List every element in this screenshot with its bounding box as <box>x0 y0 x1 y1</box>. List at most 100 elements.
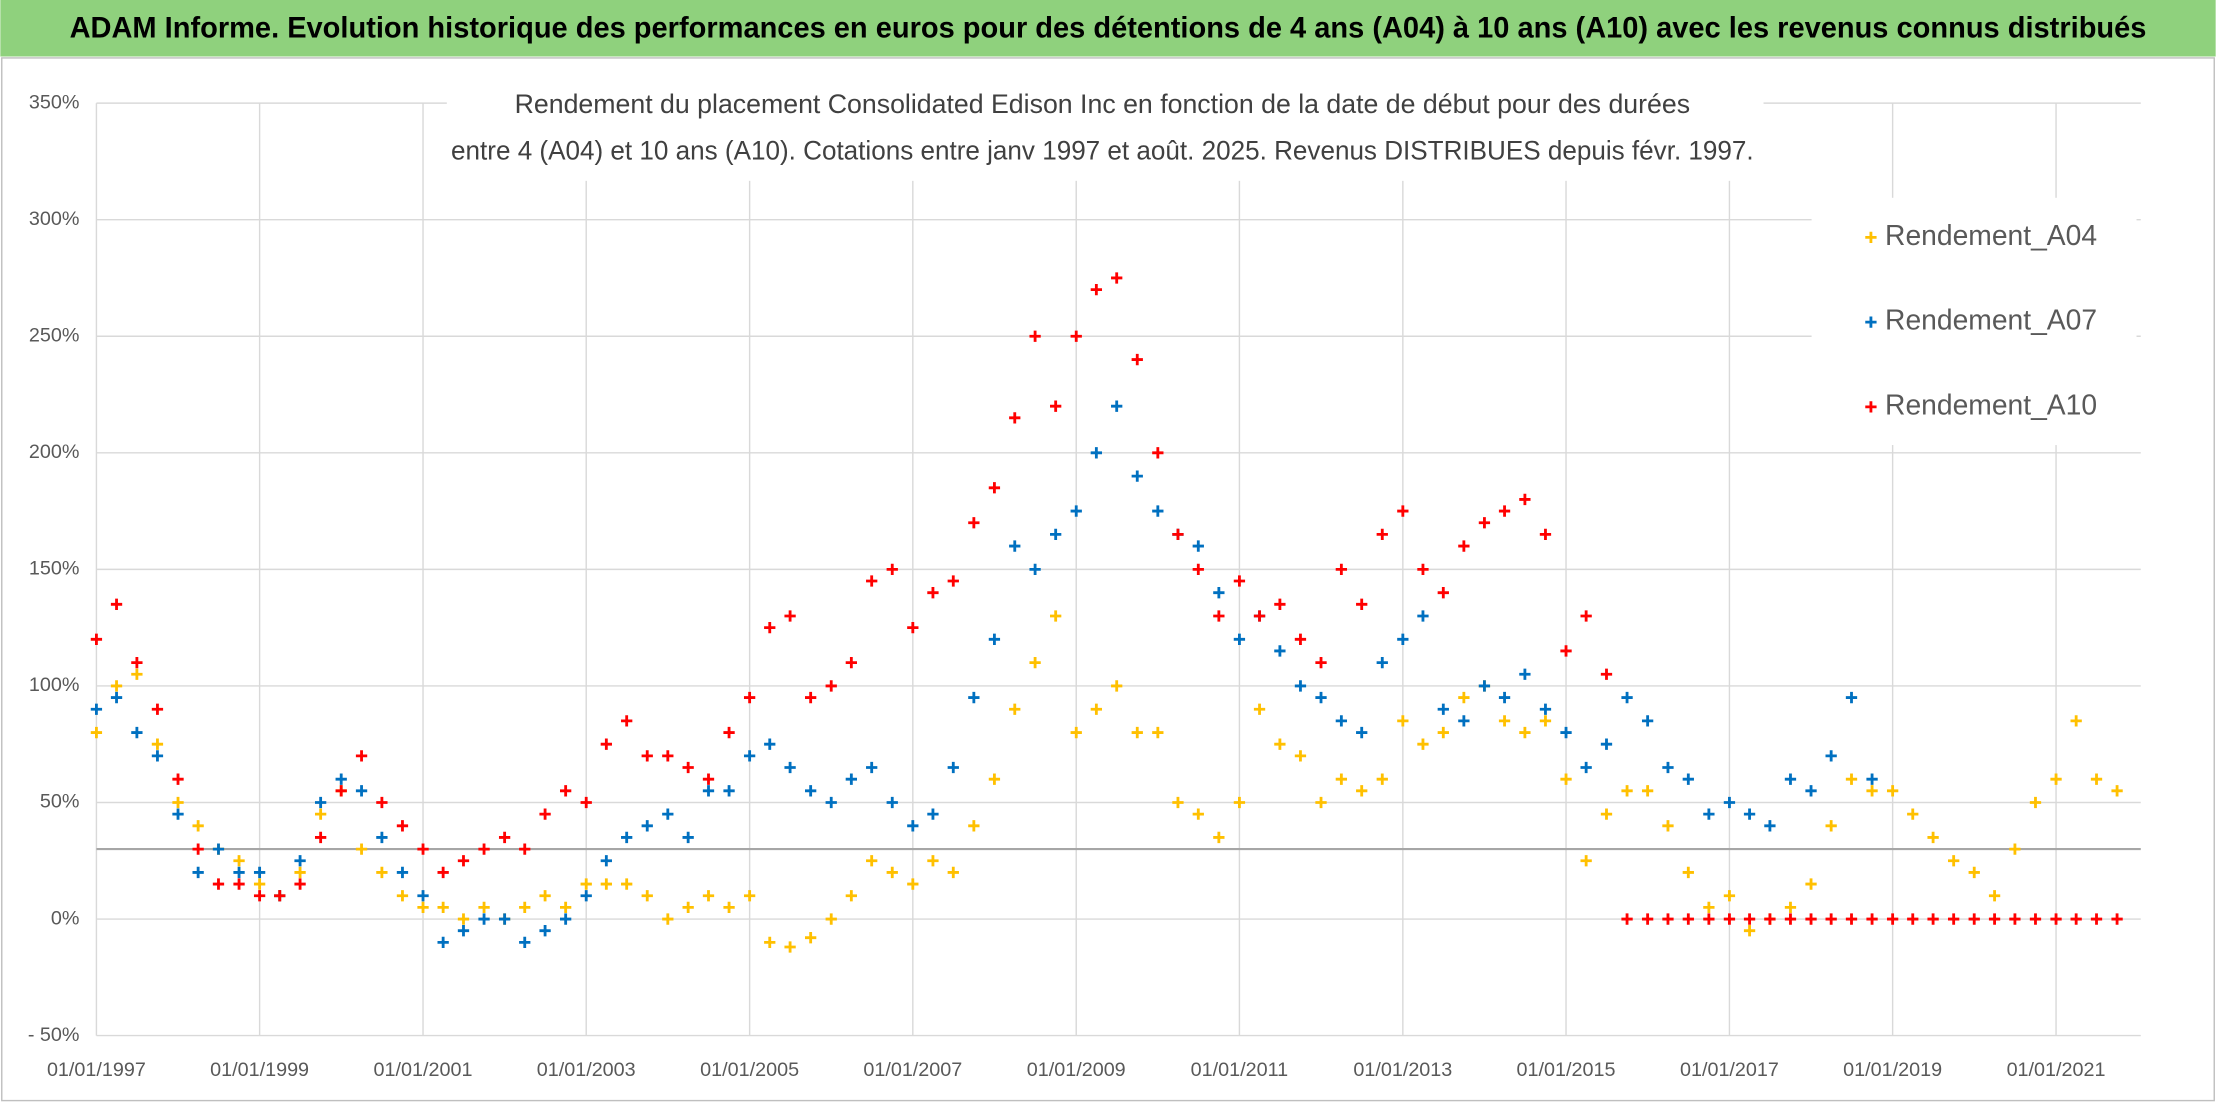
scatter-point <box>1335 773 1348 785</box>
scatter-point <box>2070 715 2082 727</box>
scatter-point <box>396 866 409 879</box>
scatter-point <box>559 913 572 925</box>
scatter-point <box>2029 796 2042 809</box>
scatter-point <box>662 750 674 762</box>
scatter-point <box>1458 540 1470 552</box>
scatter-point <box>1294 750 1307 762</box>
scatter-point <box>1825 820 1837 832</box>
scatter-point <box>314 831 327 844</box>
scatter-point <box>294 866 306 879</box>
scatter-point <box>764 738 776 750</box>
scatter-point <box>600 855 612 867</box>
scatter-point <box>1315 656 1327 669</box>
scatter-point <box>1560 773 1572 785</box>
scatter-point <box>1131 470 1143 482</box>
scatter-point <box>437 936 449 949</box>
scatter-point <box>478 901 490 914</box>
scatter-point <box>1948 913 1960 925</box>
scatter-point <box>1519 668 1531 680</box>
scatter-point <box>1560 726 1572 739</box>
scatter-point <box>662 913 674 925</box>
chart-frame <box>1 57 2215 1102</box>
scatter-point <box>2090 773 2103 785</box>
x-tick-label: 01/01/2001 <box>374 1059 473 1081</box>
scatter-point <box>723 785 735 797</box>
scatter-point <box>90 703 103 715</box>
scatter-point <box>1784 913 1797 925</box>
scatter-point <box>539 925 551 937</box>
scatter-point <box>1111 680 1123 692</box>
scatter-point <box>1253 703 1266 715</box>
scatter-point <box>1662 761 1674 774</box>
scatter-point <box>457 913 470 925</box>
scatter-point <box>1784 773 1797 785</box>
scatter-point <box>1498 505 1511 517</box>
scatter-point <box>1192 808 1204 820</box>
scatter-point <box>866 855 878 867</box>
scatter-point <box>805 691 817 704</box>
scatter-point <box>1192 563 1204 576</box>
scatter-point <box>478 843 490 855</box>
scatter-point <box>539 890 551 902</box>
scatter-point <box>927 808 939 820</box>
scatter-point <box>764 936 776 949</box>
scatter-point <box>437 866 449 879</box>
scatter-point <box>1498 715 1511 727</box>
scatter-point <box>151 703 164 715</box>
scatter-point <box>621 878 633 890</box>
scatter-point <box>1417 738 1429 750</box>
scatter-point <box>1988 890 2001 902</box>
x-tick-label: 01/01/1997 <box>47 1059 146 1081</box>
scatter-point <box>682 761 694 774</box>
scatter-point <box>968 517 980 529</box>
scatter-point <box>580 878 592 890</box>
scatter-point <box>2070 913 2082 925</box>
scatter-point <box>968 691 980 704</box>
scatter-point <box>1111 272 1123 284</box>
scatter-point <box>1968 866 1980 879</box>
scatter-point <box>927 587 939 599</box>
scatter-point <box>641 820 653 832</box>
scatter-point <box>1437 726 1449 739</box>
scatter-point <box>947 866 959 879</box>
mark-layer <box>90 272 2123 953</box>
scatter-point <box>743 750 756 762</box>
scatter-point <box>1090 283 1103 296</box>
page-title: ADAM Informe. Evolution historique des p… <box>70 11 2147 44</box>
scatter-point <box>2009 913 2021 925</box>
scatter-point <box>1886 785 1899 797</box>
scatter-point <box>580 796 592 809</box>
scatter-point <box>1519 726 1531 739</box>
scatter-point <box>784 761 796 774</box>
scatter-point <box>743 691 756 704</box>
scatter-point <box>192 866 204 879</box>
scatter-point <box>1274 645 1286 657</box>
scatter-point <box>1600 808 1613 820</box>
scatter-point <box>1437 587 1449 599</box>
y-tick-label: 200% <box>29 441 80 463</box>
scatter-point <box>1376 656 1388 669</box>
scatter-point <box>1417 563 1429 576</box>
scatter-point <box>621 831 633 844</box>
scatter-point <box>621 715 633 727</box>
x-tick-label: 01/01/2003 <box>537 1059 636 1081</box>
scatter-point <box>1029 563 1041 576</box>
scatter-point <box>886 796 898 809</box>
scatter-point <box>457 855 470 867</box>
scatter-point <box>1907 913 1919 925</box>
scatter-point <box>1621 913 1633 925</box>
scatter-point <box>1641 785 1654 797</box>
header-bar <box>0 0 2216 57</box>
scatter-point <box>1294 680 1307 692</box>
scatter-point <box>1703 901 1715 914</box>
scatter-point <box>151 738 164 750</box>
scatter-point <box>784 941 796 953</box>
y-tick-label: 250% <box>29 324 80 346</box>
scatter-point <box>988 482 1001 494</box>
scatter-point <box>1009 540 1021 552</box>
scatter-point <box>233 878 245 890</box>
scatter-point <box>396 820 409 832</box>
scatter-point <box>1743 925 1756 937</box>
scatter-point <box>212 878 225 890</box>
scatter-point <box>1600 738 1613 750</box>
